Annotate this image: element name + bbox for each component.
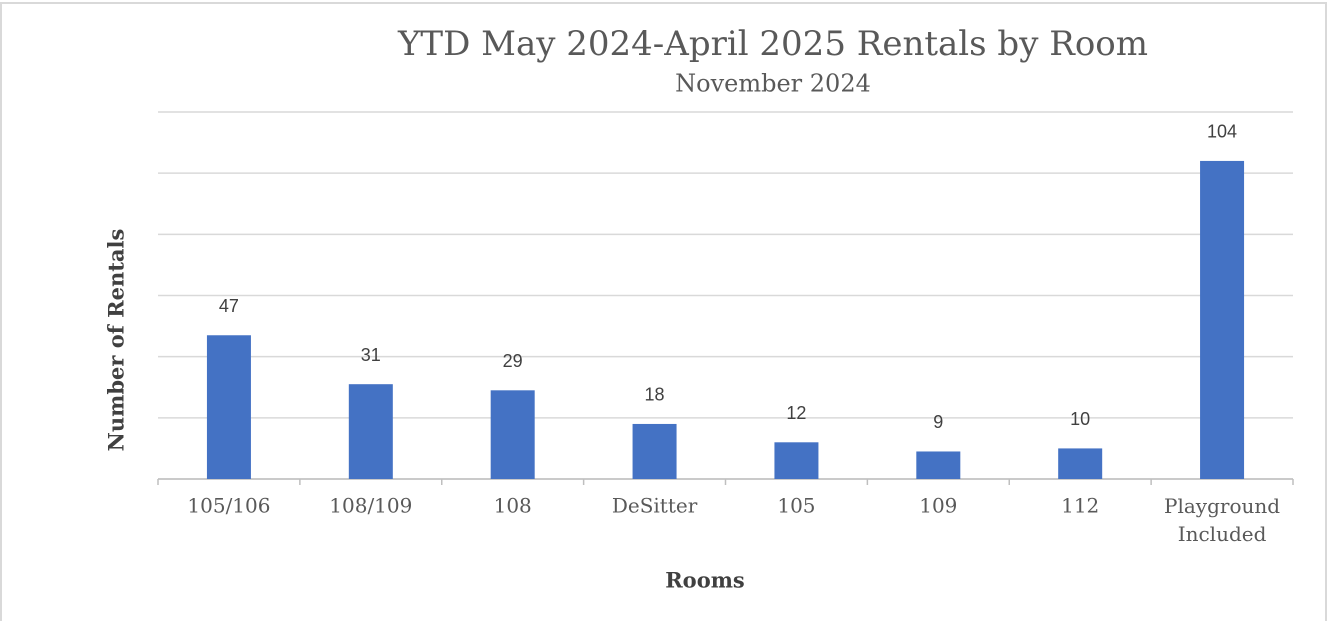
x-tick-label: DeSitter xyxy=(612,494,698,518)
bar xyxy=(1200,160,1245,479)
x-tick-label: 108 xyxy=(494,494,532,518)
bar xyxy=(916,451,961,479)
data-label: 104 xyxy=(1207,122,1237,142)
data-label: 12 xyxy=(786,403,806,423)
x-tick-label: 108/109 xyxy=(329,494,412,518)
x-axis-label: Rooms xyxy=(665,568,745,593)
x-tick-label: 105/106 xyxy=(187,494,270,518)
chart-subtitle: November 2024 xyxy=(675,70,871,98)
data-label: 10 xyxy=(1070,409,1090,429)
data-label: 29 xyxy=(503,351,523,371)
x-tick-label: Playground Included xyxy=(1164,494,1280,546)
x-tick-label-line: Included xyxy=(1178,522,1267,546)
x-tick-label: 112 xyxy=(1061,494,1099,518)
bar xyxy=(1058,448,1103,479)
x-tick-label: 109 xyxy=(919,494,957,518)
data-label: 31 xyxy=(361,345,381,365)
y-axis-label: Number of Rentals xyxy=(104,229,129,452)
bar xyxy=(632,423,677,479)
data-label: 47 xyxy=(219,296,239,316)
bar xyxy=(206,335,251,479)
data-label: 9 xyxy=(933,412,943,432)
bar xyxy=(490,390,535,479)
data-label: 18 xyxy=(645,385,665,405)
x-tick-label: 105 xyxy=(777,494,815,518)
bar xyxy=(348,384,393,479)
chart-title: YTD May 2024-April 2025 Rentals by Room xyxy=(397,24,1148,64)
bar xyxy=(774,442,819,479)
x-tick-label-line: Playground xyxy=(1164,494,1280,518)
